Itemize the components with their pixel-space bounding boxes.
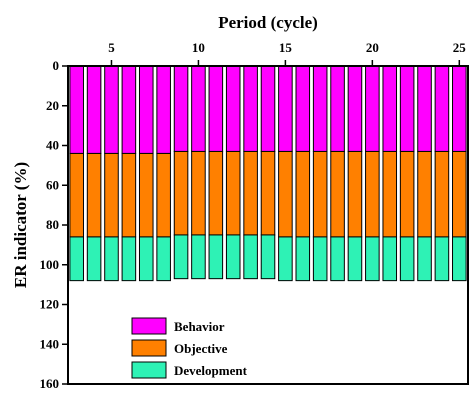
- bar-development-12: [225, 234, 241, 280]
- bar-development-8: [156, 236, 171, 282]
- bar-objective-16: [295, 150, 311, 238]
- bar-behavior-10: [191, 65, 206, 152]
- bar-development-7: [138, 236, 154, 282]
- bar-behavior-12: [225, 65, 241, 152]
- bar-behavior-11: [208, 65, 224, 152]
- bar-development-18: [330, 236, 345, 282]
- bar-objective-3: [69, 152, 84, 238]
- bar-objective-11: [208, 150, 224, 236]
- bar-behavior-21: [382, 65, 398, 152]
- bar-development-11: [208, 234, 224, 280]
- bar-development-6: [121, 236, 137, 282]
- bar-objective-21: [382, 150, 398, 238]
- bar-behavior-9: [173, 65, 189, 152]
- bar-behavior-22: [399, 65, 415, 152]
- bar-development-5: [104, 236, 119, 282]
- bar-objective-14: [260, 150, 276, 236]
- bar-development-15: [278, 236, 293, 282]
- bar-behavior-4: [86, 65, 102, 154]
- bar-behavior-15: [278, 65, 293, 152]
- legend: Behavior Objective Development: [131, 317, 248, 379]
- bar-development-16: [295, 236, 311, 282]
- bar-objective-7: [138, 152, 154, 238]
- x-tick-label-15: 15: [279, 40, 293, 55]
- bar-behavior-23: [417, 65, 432, 152]
- bar-objective-6: [121, 152, 137, 238]
- y-tick-label-120: 120: [40, 297, 60, 312]
- bar-development-10: [191, 234, 206, 280]
- bar-objective-17: [312, 150, 328, 238]
- x-tick-label-5: 5: [108, 40, 115, 55]
- bar-behavior-14: [260, 65, 276, 152]
- bar-objective-15: [278, 150, 293, 238]
- bar-objective-12: [225, 150, 241, 236]
- bar-development-23: [417, 236, 432, 282]
- bar-objective-18: [330, 150, 345, 238]
- bar-objective-5: [104, 152, 119, 238]
- bar-objective-20: [365, 150, 380, 238]
- bar-behavior-20: [365, 65, 380, 152]
- x-tick-label-25: 25: [453, 40, 467, 55]
- x-axis-title: Period (cycle): [218, 13, 318, 32]
- bar-development-17: [312, 236, 328, 282]
- legend-label-objective: Objective: [174, 341, 228, 356]
- bar-development-21: [382, 236, 398, 282]
- bar-development-3: [69, 236, 84, 282]
- legend-swatch-objective: [131, 339, 167, 357]
- bar-behavior-24: [434, 65, 450, 152]
- legend-swatch-behavior: [131, 317, 167, 335]
- y-tick-label-140: 140: [40, 336, 60, 351]
- y-tick-label-60: 60: [46, 177, 59, 192]
- bar-behavior-19: [347, 65, 363, 152]
- bar-behavior-3: [69, 65, 84, 154]
- legend-label-behavior: Behavior: [174, 319, 225, 334]
- bar-behavior-8: [156, 65, 171, 154]
- bar-objective-9: [173, 150, 189, 236]
- bar-objective-10: [191, 150, 206, 236]
- bar-objective-8: [156, 152, 171, 238]
- x-tick-label-20: 20: [366, 40, 379, 55]
- y-axis-title: ER indicator (%): [11, 162, 30, 288]
- bar-development-25: [452, 236, 467, 282]
- bar-objective-13: [243, 150, 258, 236]
- bar-development-19: [347, 236, 363, 282]
- bars-group: [69, 65, 467, 282]
- y-tick-label-160: 160: [40, 376, 60, 391]
- bar-objective-19: [347, 150, 363, 238]
- bar-development-13: [243, 234, 258, 280]
- bar-development-9: [173, 234, 189, 280]
- bar-objective-4: [86, 152, 102, 238]
- bar-behavior-6: [121, 65, 137, 154]
- bar-behavior-16: [295, 65, 311, 152]
- bar-behavior-7: [138, 65, 154, 154]
- legend-swatch-development: [131, 361, 167, 379]
- ticks-group: 5 10 15 20 25 0 20 40 60 80 100 120 140 160: [40, 40, 467, 391]
- legend-label-development: Development: [174, 363, 248, 378]
- bar-development-4: [86, 236, 102, 282]
- bar-development-14: [260, 234, 276, 280]
- bar-objective-24: [434, 150, 450, 238]
- bar-development-24: [434, 236, 450, 282]
- y-tick-label-80: 80: [46, 217, 59, 232]
- y-tick-label-40: 40: [46, 138, 59, 153]
- bar-behavior-25: [452, 65, 467, 152]
- bar-behavior-17: [312, 65, 328, 152]
- bar-behavior-18: [330, 65, 345, 152]
- bar-development-20: [365, 236, 380, 282]
- bar-objective-25: [452, 150, 467, 238]
- y-tick-label-0: 0: [53, 58, 60, 73]
- bar-behavior-13: [243, 65, 258, 152]
- bar-objective-23: [417, 150, 432, 238]
- x-tick-label-10: 10: [192, 40, 205, 55]
- y-tick-label-100: 100: [40, 257, 60, 272]
- bar-behavior-5: [104, 65, 119, 154]
- bar-development-22: [399, 236, 415, 282]
- bar-objective-22: [399, 150, 415, 238]
- y-tick-label-20: 20: [46, 98, 59, 113]
